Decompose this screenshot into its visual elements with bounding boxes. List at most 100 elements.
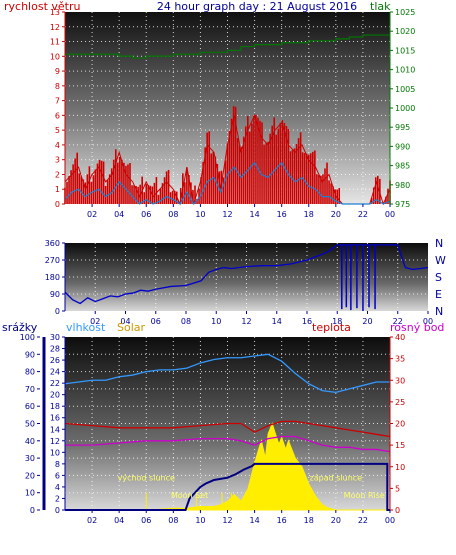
x-tick-label: 20 xyxy=(362,317,372,326)
x-tick-label: 18 xyxy=(304,516,314,525)
wind-speed-tick-label: 2 xyxy=(55,170,60,179)
wind-speed-tick-label: 3 xyxy=(55,156,60,165)
x-tick-label: 02 xyxy=(87,210,97,219)
solar-spikes xyxy=(145,492,233,510)
x-tick-label: 22 xyxy=(358,516,368,525)
compass-label: S xyxy=(435,271,442,284)
wind-speed-tick-label: 9 xyxy=(55,67,60,76)
pressure-tick-label: 1010 xyxy=(395,66,415,75)
wind-speed-tick-label: 13 xyxy=(50,8,60,17)
panel3-axes: 0102030405060708090100024681012141618202… xyxy=(20,333,405,525)
percent-tick-label: 30 xyxy=(25,454,35,463)
wind-speed-tick-label: 12 xyxy=(50,23,60,32)
x-tick-label: 20 xyxy=(331,210,341,219)
x-tick-label: 22 xyxy=(393,317,403,326)
x-tick-label: 18 xyxy=(332,317,342,326)
rain-tick-label: 10 xyxy=(50,448,60,457)
x-tick-label: 06 xyxy=(151,317,161,326)
temperature-axis-label: teplota xyxy=(312,321,351,334)
rain-tick-label: 20 xyxy=(50,391,60,400)
rain-tick-label: 6 xyxy=(55,471,60,480)
temperature-tick-label: 40 xyxy=(395,333,405,342)
dewpoint-axis-label: rosný bod xyxy=(390,321,444,334)
panel1-axes: 0123456789101112139759809859909951000100… xyxy=(50,8,416,219)
pressure-line xyxy=(65,34,390,59)
pressure-tick-label: 990 xyxy=(395,142,410,151)
x-tick-label: 12 xyxy=(222,516,232,525)
pressure-tick-label: 1025 xyxy=(395,8,415,17)
solar-axis-label: Solar xyxy=(117,321,146,334)
x-tick-label: 08 xyxy=(181,317,191,326)
temperature-tick-label: 25 xyxy=(395,398,405,407)
x-tick-label: 04 xyxy=(120,317,130,326)
wind-direction-tick-label: 180 xyxy=(45,273,60,282)
pressure-tick-label: 1020 xyxy=(395,27,415,36)
rain-axis-label: srážky xyxy=(2,321,38,334)
rain-tick-label: 0 xyxy=(55,506,60,515)
wind-speed-tick-label: 11 xyxy=(50,38,60,47)
panel3-grid xyxy=(65,337,390,510)
x-tick-label: 04 xyxy=(114,210,124,219)
wind-direction-drops xyxy=(341,244,376,311)
percent-tick-label: 40 xyxy=(25,437,35,446)
temperature-humidity-panel: východ slunce Moon Set západ slunce Moon Ri… xyxy=(2,321,444,525)
percent-tick-label: 20 xyxy=(25,471,35,480)
x-tick-label: 14 xyxy=(249,210,259,219)
x-tick-label: 02 xyxy=(87,516,97,525)
percent-tick-label: 70 xyxy=(25,385,35,394)
wind-direction-tick-label: 270 xyxy=(45,256,60,265)
temperature-tick-label: 5 xyxy=(395,484,400,493)
x-tick-label: 06 xyxy=(141,516,151,525)
temperature-tick-label: 35 xyxy=(395,355,405,364)
temperature-tick-label: 10 xyxy=(395,463,405,472)
x-tick-label: 16 xyxy=(277,516,287,525)
sun-moon-annotation: západ slunce xyxy=(310,474,363,483)
x-tick-label: 04 xyxy=(114,516,124,525)
x-tick-label: 08 xyxy=(168,516,178,525)
percent-tick-label: 100 xyxy=(20,333,35,342)
wind-speed-tick-label: 0 xyxy=(55,200,60,209)
wind-speed-tick-label: 10 xyxy=(50,52,60,61)
x-tick-label: 00 xyxy=(423,317,433,326)
wind-direction-tick-label: 0 xyxy=(55,307,60,316)
temperature-tick-label: 15 xyxy=(395,441,405,450)
pressure-tick-label: 1015 xyxy=(395,46,415,55)
pressure-tick-label: 975 xyxy=(395,200,410,209)
rain-tick-label: 22 xyxy=(50,379,60,388)
rain-tick-label: 26 xyxy=(50,356,60,365)
compass-label: N xyxy=(435,237,443,250)
x-tick-label: 02 xyxy=(90,317,100,326)
percent-tick-label: 0 xyxy=(30,506,35,515)
wind-speed-tick-label: 1 xyxy=(55,185,60,194)
rain-tick-label: 28 xyxy=(50,345,60,354)
rain-tick-label: 8 xyxy=(55,460,60,469)
x-tick-label: 10 xyxy=(195,516,205,525)
percent-tick-label: 10 xyxy=(25,489,35,498)
x-tick-label: 16 xyxy=(277,210,287,219)
temperature-tick-label: 30 xyxy=(395,376,405,385)
x-tick-label: 00 xyxy=(385,210,395,219)
rain-line xyxy=(65,462,390,511)
wind-speed-tick-label: 4 xyxy=(55,141,60,150)
x-tick-label: 20 xyxy=(331,516,341,525)
pressure-axis-label: tlak xyxy=(370,0,391,13)
humidity-line xyxy=(64,353,390,394)
compass-label: W xyxy=(435,254,446,267)
panel1-series xyxy=(64,34,391,206)
pressure-tick-label: 995 xyxy=(395,123,410,132)
temperature-tick-label: 0 xyxy=(395,506,400,515)
wind-pressure-panel: 0123456789101112139759809859909951000100… xyxy=(4,0,415,219)
rain-tick-label: 24 xyxy=(50,368,60,377)
rain-tick-label: 4 xyxy=(55,483,60,492)
wind-direction-tick-label: 90 xyxy=(50,290,60,299)
rain-tick-label: 18 xyxy=(50,402,60,411)
chart-title: 24 hour graph day : 21 August 2016 xyxy=(157,0,357,13)
wind-speed-tick-label: 7 xyxy=(55,97,60,106)
percent-tick-label: 90 xyxy=(25,350,35,359)
rain-tick-label: 16 xyxy=(50,414,60,423)
wind-direction-line xyxy=(64,244,429,305)
compass-label: E xyxy=(435,288,442,301)
rain-tick-label: 14 xyxy=(50,425,60,434)
